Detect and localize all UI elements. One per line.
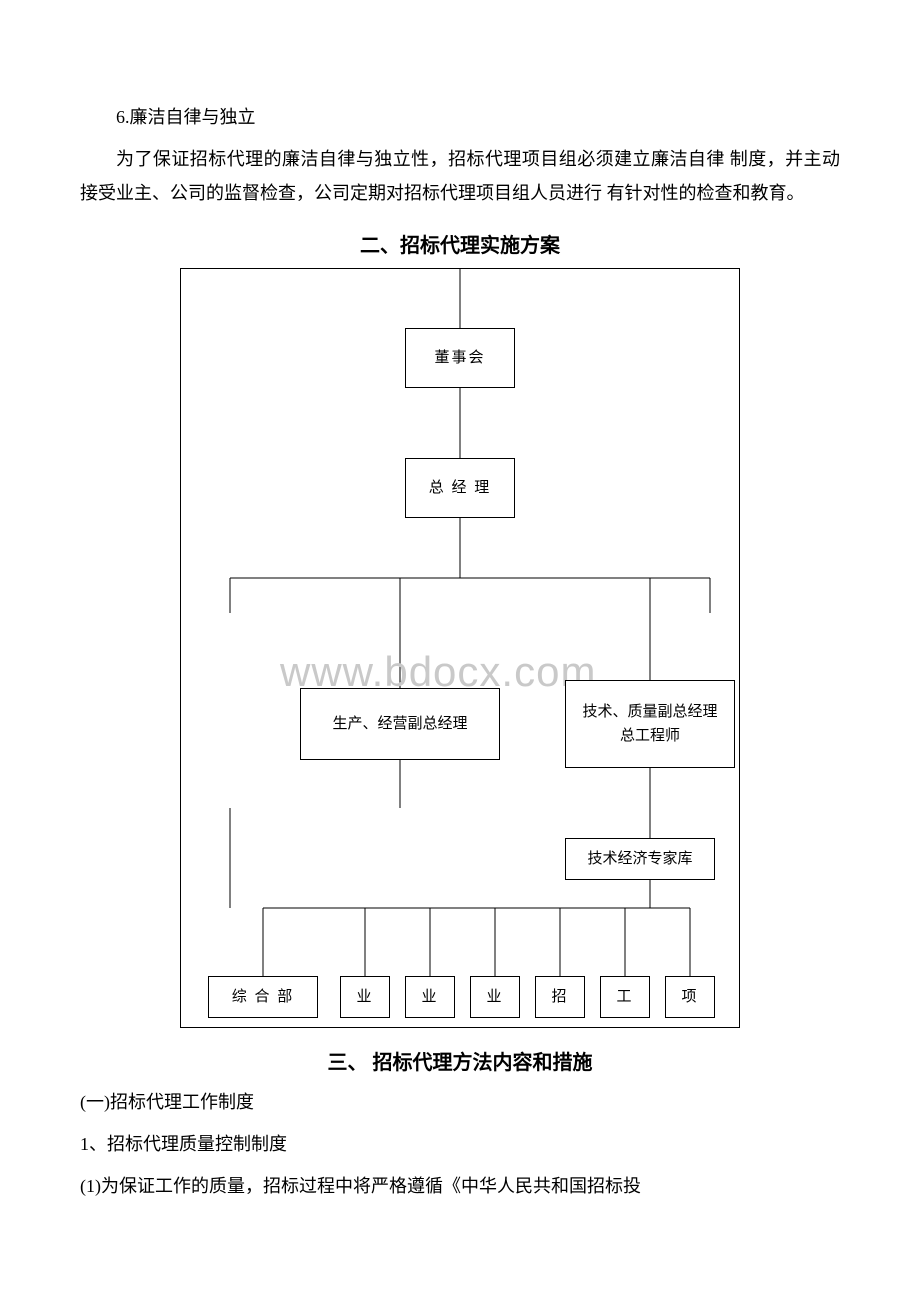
org-node-b6: 项	[665, 976, 715, 1018]
org-node-b2: 业	[405, 976, 455, 1018]
section-3-p1: 1、招标代理质量控制制度	[80, 1127, 840, 1161]
section-2-title: 二、招标代理实施方案	[80, 229, 840, 258]
section-3-title: 三、 招标代理方法内容和措施	[80, 1046, 840, 1075]
section-3-h1: (一)招标代理工作制度	[80, 1085, 840, 1119]
org-node-b4: 招	[535, 976, 585, 1018]
org-chart: www.bdocx.com 董事会总 经 理生产、经营副总经理技术、质量副总经理…	[180, 268, 740, 1028]
section-3-p2: (1)为保证工作的质量，招标过程中将严格遵循《中华人民共和国招标投	[80, 1169, 840, 1203]
org-node-b3: 业	[470, 976, 520, 1018]
org-node-board: 董事会	[405, 328, 515, 388]
org-node-expert: 技术经济专家库	[565, 838, 715, 880]
org-node-prod: 生产、经营副总经理	[300, 688, 500, 760]
item-6-body: 为了保证招标代理的廉洁自律与独立性，招标代理项目组必须建立廉洁自律 制度，并主动…	[80, 142, 840, 210]
item-6-title: 6.廉洁自律与独立	[80, 100, 840, 134]
org-node-b5: 工	[600, 976, 650, 1018]
org-node-b1: 业	[340, 976, 390, 1018]
org-node-gm: 总 经 理	[405, 458, 515, 518]
org-node-b0: 综 合 部	[208, 976, 318, 1018]
org-node-tech: 技术、质量副总经理 总工程师	[565, 680, 735, 768]
